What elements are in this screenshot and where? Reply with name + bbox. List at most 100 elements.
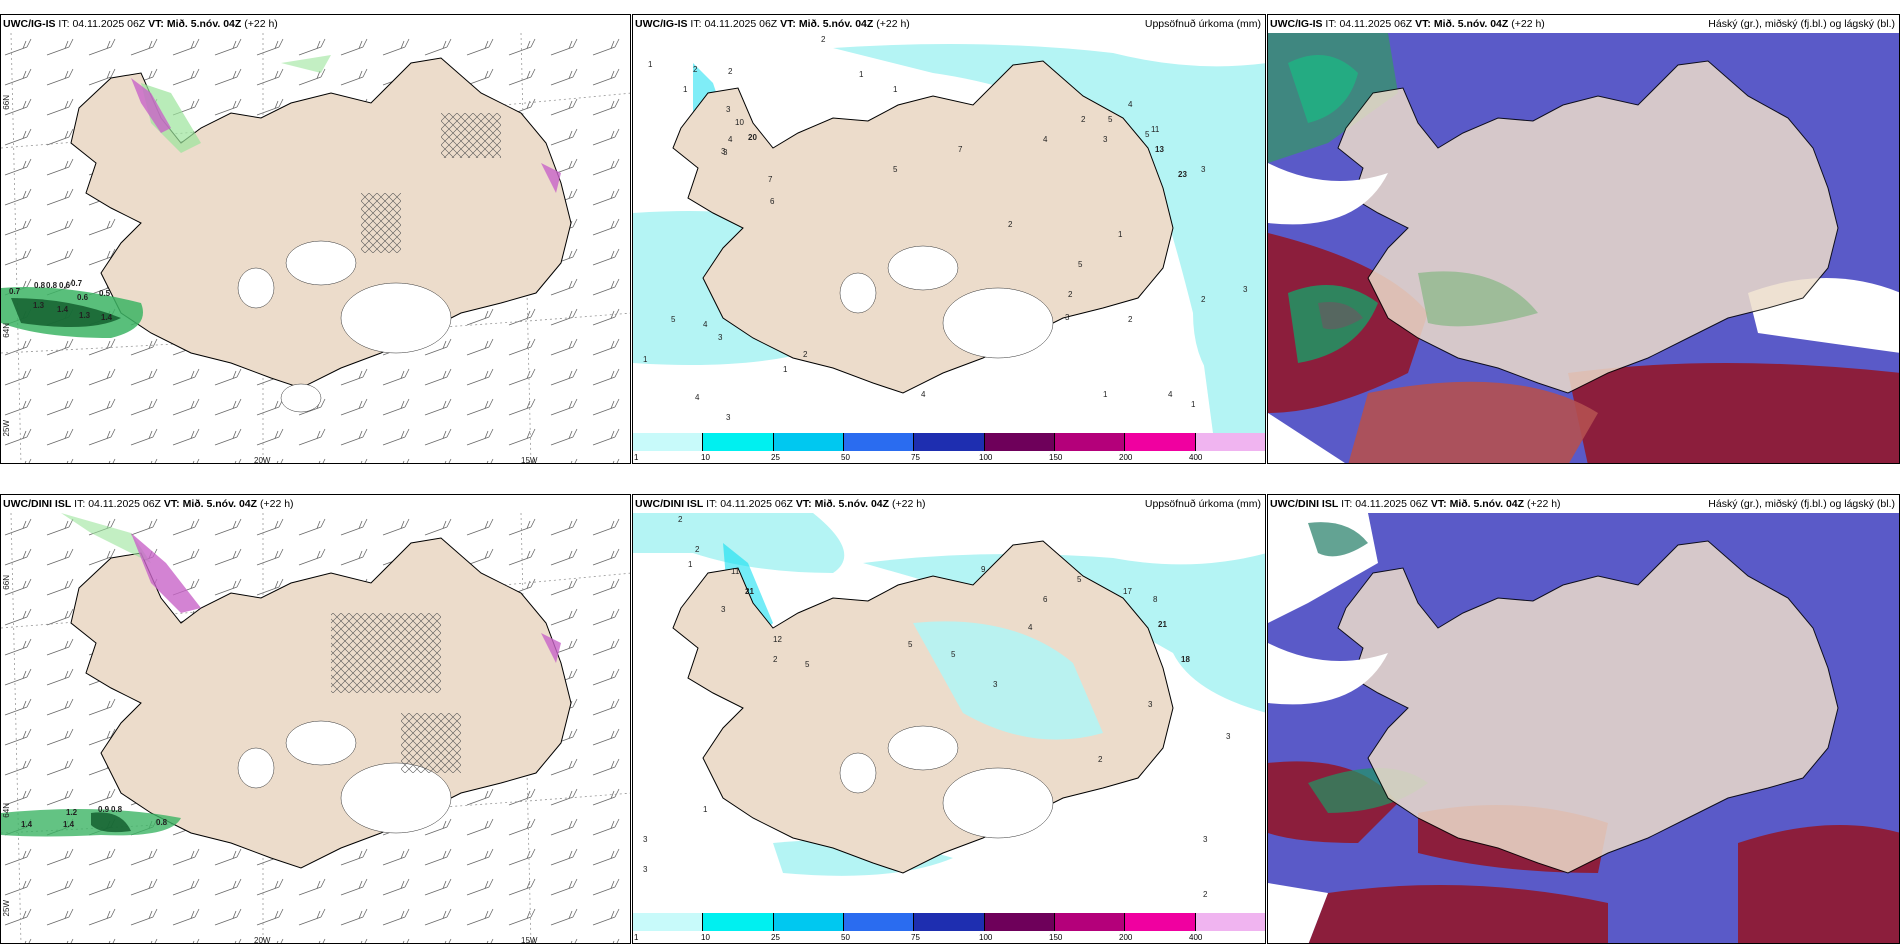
precip-value: 3 (726, 413, 731, 422)
precip-value: 1 (1191, 400, 1196, 409)
precip-value: 2 (695, 545, 700, 554)
precip-value: 3 (718, 333, 723, 342)
bottom-cloud-header: UWC/DINI ISL IT: 04.11.2025 06Z VT: Mið.… (1270, 498, 1561, 510)
precip-value: 10 (735, 118, 744, 127)
precip-color-scale (633, 433, 1265, 451)
wind-value: 1.4 (63, 820, 75, 829)
scale-tick: 25 (771, 933, 780, 942)
precip-value: 1 (893, 85, 898, 94)
precip-value: 2 (1008, 220, 1013, 229)
scale-tick: 10 (701, 453, 710, 462)
precip-value: 4 (1168, 390, 1173, 399)
it-value: 04.11.2025 06Z (1339, 18, 1413, 30)
precip-value: 3 (1103, 135, 1108, 144)
it-value: 04.11.2025 06Z (704, 18, 778, 30)
top-precip-map (633, 33, 1265, 433)
scale-tick: 150 (1049, 933, 1063, 942)
precip-value: 13 (1155, 145, 1164, 154)
cloud-title: Háský (gr.), miðský (fj.bl.) og lágský (… (1708, 18, 1895, 30)
precip-value: 2 (728, 67, 733, 76)
model-label: UWC/DINI ISL (1270, 498, 1339, 510)
vt-label: VT: (780, 18, 796, 30)
precip-value: 4 (1128, 100, 1133, 109)
precip-value: 1 (683, 85, 688, 94)
precip-value: 12 (773, 635, 782, 644)
precip-value: 3 (721, 605, 726, 614)
lon-label-20w: 20W (254, 456, 271, 464)
precip-value: 3 (1203, 835, 1208, 844)
precip-value: 1 (643, 355, 648, 364)
precip-value: 3 (643, 835, 648, 844)
scale-tick: 200 (1119, 453, 1133, 462)
scale-tick: 50 (841, 933, 850, 942)
wind-value: 1.4 (57, 305, 69, 314)
wind-value: 0.8 (46, 281, 58, 290)
model-label: UWC/DINI ISL (635, 498, 704, 510)
precip-value: 5 (893, 165, 898, 174)
precip-value: 6 (1043, 595, 1048, 604)
bottom-precip-header: UWC/DINI ISL IT: 04.11.2025 06Z VT: Mið.… (635, 498, 926, 510)
precip-value: 7 (958, 145, 963, 154)
precip-color-scale (633, 913, 1265, 931)
precip-value: 1 (1118, 230, 1123, 239)
bottom-cloud-panel: UWC/DINI ISL IT: 04.11.2025 06Z VT: Mið.… (1267, 494, 1900, 944)
top-cloud-header: UWC/IG-IS IT: 04.11.2025 06Z VT: Mið. 5.… (1270, 18, 1545, 30)
bottom-precip-panel: UWC/DINI ISL IT: 04.11.2025 06Z VT: Mið.… (632, 494, 1266, 944)
wind-value: 0.9 (98, 805, 110, 814)
precip-value: 4 (921, 390, 926, 399)
precip-value: 2 (1128, 315, 1133, 324)
wind-value: 1.4 (101, 313, 113, 322)
precip-value: 4 (728, 135, 733, 144)
lead-time: (+22 h) (876, 18, 910, 30)
precip-value: 5 (1145, 130, 1150, 139)
iceland-land (1337, 540, 1839, 874)
bottom-cloud-map (1268, 513, 1899, 943)
precip-scale-ticks: 1 10 25 50 75 100 150 200 400 (633, 933, 1265, 943)
precip-value: 3 (1201, 165, 1206, 174)
model-label: UWC/IG-IS (3, 18, 56, 30)
scale-tick: 150 (1049, 453, 1063, 462)
top-precip-header: UWC/IG-IS IT: 04.11.2025 06Z VT: Mið. 5.… (635, 18, 910, 30)
bottom-wind-header: UWC/DINI ISL IT: 04.11.2025 06Z VT: Mið.… (3, 498, 294, 510)
precip-value: 4 (1043, 135, 1048, 144)
top-wind-map (1, 33, 630, 463)
scale-tick: 100 (979, 933, 993, 942)
it-value: 04.11.2025 06Z (88, 498, 161, 510)
precip-value: 5 (908, 640, 913, 649)
wind-value: 0.5 (99, 289, 111, 298)
precip-value: 1 (688, 560, 693, 569)
model-label: UWC/IG-IS (1270, 18, 1323, 30)
cloud-title: Háský (gr.), miðský (fj.bl.) og lágský (… (1708, 498, 1895, 510)
precip-value: 1 (1103, 390, 1108, 399)
scale-tick: 100 (979, 453, 993, 462)
lon-label-15w: 15W (521, 456, 538, 464)
lat-label-64n: 64N (2, 323, 11, 338)
top-precip-panel: UWC/IG-IS IT: 04.11.2025 06Z VT: Mið. 5.… (632, 14, 1266, 464)
scale-tick: 25 (771, 453, 780, 462)
precip-value: 5 (805, 660, 810, 669)
model-label: UWC/DINI ISL (3, 498, 72, 510)
scale-tick: 75 (911, 933, 920, 942)
precip-value: 21 (745, 587, 754, 596)
bottom-precip-map (633, 513, 1265, 913)
scale-tick: 1 (634, 933, 639, 942)
precip-value: 1 (783, 365, 788, 374)
wind-value: 0.6 (77, 293, 89, 302)
top-cloud-panel: UWC/IG-IS IT: 04.11.2025 06Z VT: Mið. 5.… (1267, 14, 1900, 464)
precip-value: 3 (721, 147, 726, 156)
vt-value: Mið. 5.nóv. 04Z (814, 498, 890, 510)
precip-scale-ticks: 1 10 25 50 75 100 150 200 400 (633, 453, 1265, 463)
wind-value: 0.8 (156, 818, 168, 827)
precip-value: 3 (1243, 285, 1248, 294)
wind-value: 0.8 (111, 805, 123, 814)
precip-value: 20 (748, 133, 757, 142)
precip-value: 2 (1203, 890, 1208, 899)
vt-label: VT: (163, 498, 180, 510)
precip-value: 3 (1065, 313, 1070, 322)
precip-value: 11 (1151, 125, 1160, 134)
lat-label-66n: 66N (2, 575, 11, 590)
scale-tick: 200 (1119, 933, 1133, 942)
lead-time: (+22 h) (1511, 18, 1545, 30)
scale-tick: 400 (1189, 933, 1203, 942)
vt-value: Mið. 5.nóv. 04Z (798, 18, 874, 30)
